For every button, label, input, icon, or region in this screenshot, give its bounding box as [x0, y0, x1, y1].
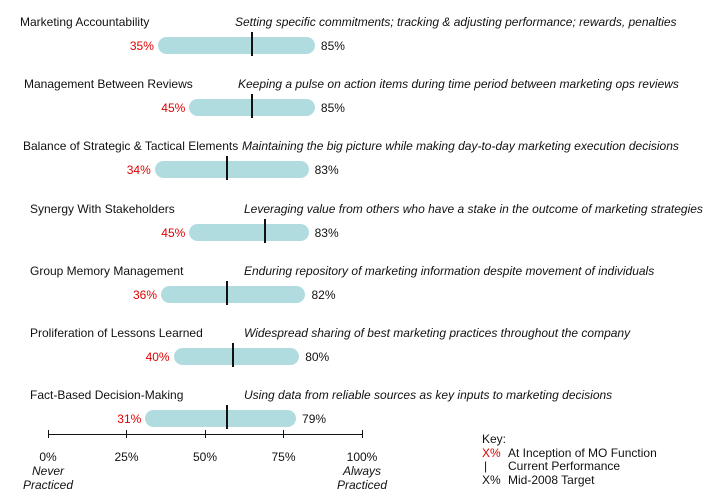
legend-title: Key:: [482, 432, 507, 446]
range-bar: [154, 161, 309, 179]
x-axis-tick-label: 50%: [192, 450, 218, 464]
x-axis-tick-label: 25%: [114, 450, 139, 464]
x-axis-caption-line: Practiced: [22, 478, 74, 492]
row-title: Management Between Reviews: [24, 77, 193, 92]
row-description: Widespread sharing of best marketing pra…: [244, 326, 631, 340]
start-value-label: 36%: [133, 287, 158, 302]
x-axis-tick: [361, 430, 363, 438]
x-axis-caption-right: Always Practiced: [322, 464, 402, 492]
row-title: Marketing Accountability: [20, 15, 150, 29]
range-bar: [189, 223, 309, 241]
current-marker: [225, 156, 228, 181]
range-bar: [173, 348, 300, 365]
row-description: Setting specific commitments; tracking &…: [235, 15, 677, 29]
start-value-label: 34%: [126, 163, 151, 178]
row-description: Enduring repository of marketing informa…: [244, 263, 655, 278]
legend-symbol-target: X%: [482, 472, 501, 487]
x-axis-tick: [47, 430, 49, 438]
current-marker: [251, 32, 254, 56]
x-axis-tick: [204, 430, 206, 438]
row-title: Proliferation of Lessons Learned: [30, 326, 203, 340]
legend-item-target: X% Mid-2008 Target: [482, 472, 657, 488]
target-value-label: 83%: [314, 225, 339, 240]
x-axis-caption-line: Never: [31, 464, 64, 478]
legend-text-inception: At Inception of MO Function: [508, 445, 657, 460]
current-marker: [251, 94, 254, 119]
range-bar: [157, 37, 315, 54]
start-value-label: 45%: [161, 225, 186, 240]
legend-item-inception: X% At Inception of MO Function: [482, 445, 657, 461]
x-axis-caption-line: Always: [342, 464, 381, 478]
range-bar: [161, 285, 306, 303]
row-description: Maintaining the big picture while making…: [242, 139, 679, 154]
x-axis-tick: [283, 430, 284, 438]
current-marker: [225, 405, 228, 430]
legend-text-current: Current Performance: [508, 459, 621, 473]
legend-symbol-current: |: [484, 459, 488, 473]
row-description: Leveraging value from others who have a …: [244, 201, 703, 216]
row-title: Group Memory Management: [30, 263, 184, 278]
legend-text-target: Mid-2008 Target: [508, 472, 595, 487]
row-title: Fact-Based Decision-Making: [30, 388, 184, 403]
x-axis-caption-left: Never Practiced: [8, 464, 88, 492]
start-value-label: 31%: [117, 412, 142, 427]
row-description: Using data from reliable sources as key …: [244, 388, 613, 403]
target-value-label: 85%: [320, 39, 345, 53]
current-marker: [232, 343, 235, 367]
x-axis-caption-line: Practiced: [336, 478, 388, 492]
x-axis-tick-label: 0%: [39, 450, 57, 464]
target-value-label: 83%: [314, 163, 339, 178]
x-axis-tick: [126, 430, 127, 438]
x-axis-tick-label: 75%: [271, 450, 296, 464]
x-axis-tick-label: 100%: [346, 450, 378, 464]
legend-item-current: | Current Performance: [482, 459, 657, 474]
target-value-label: 85%: [320, 101, 345, 116]
range-bar: [145, 410, 297, 428]
row-title: Balance of Strategic & Tactical Elements: [23, 139, 239, 154]
row-description: Keeping a pulse on action items during t…: [238, 77, 679, 92]
target-value-label: 82%: [311, 287, 336, 302]
current-marker: [263, 218, 266, 243]
row-title: Synergy With Stakeholders: [30, 201, 175, 216]
start-value-label: 45%: [161, 101, 186, 116]
target-value-label: 79%: [302, 412, 327, 427]
target-value-label: 80%: [305, 350, 330, 364]
legend: Key: X% At Inception of MO Function | Curr…: [482, 432, 657, 488]
start-value-label: 35%: [129, 39, 154, 53]
current-marker: [225, 280, 228, 305]
start-value-label: 40%: [145, 350, 170, 364]
legend-symbol-inception: X%: [482, 445, 501, 460]
